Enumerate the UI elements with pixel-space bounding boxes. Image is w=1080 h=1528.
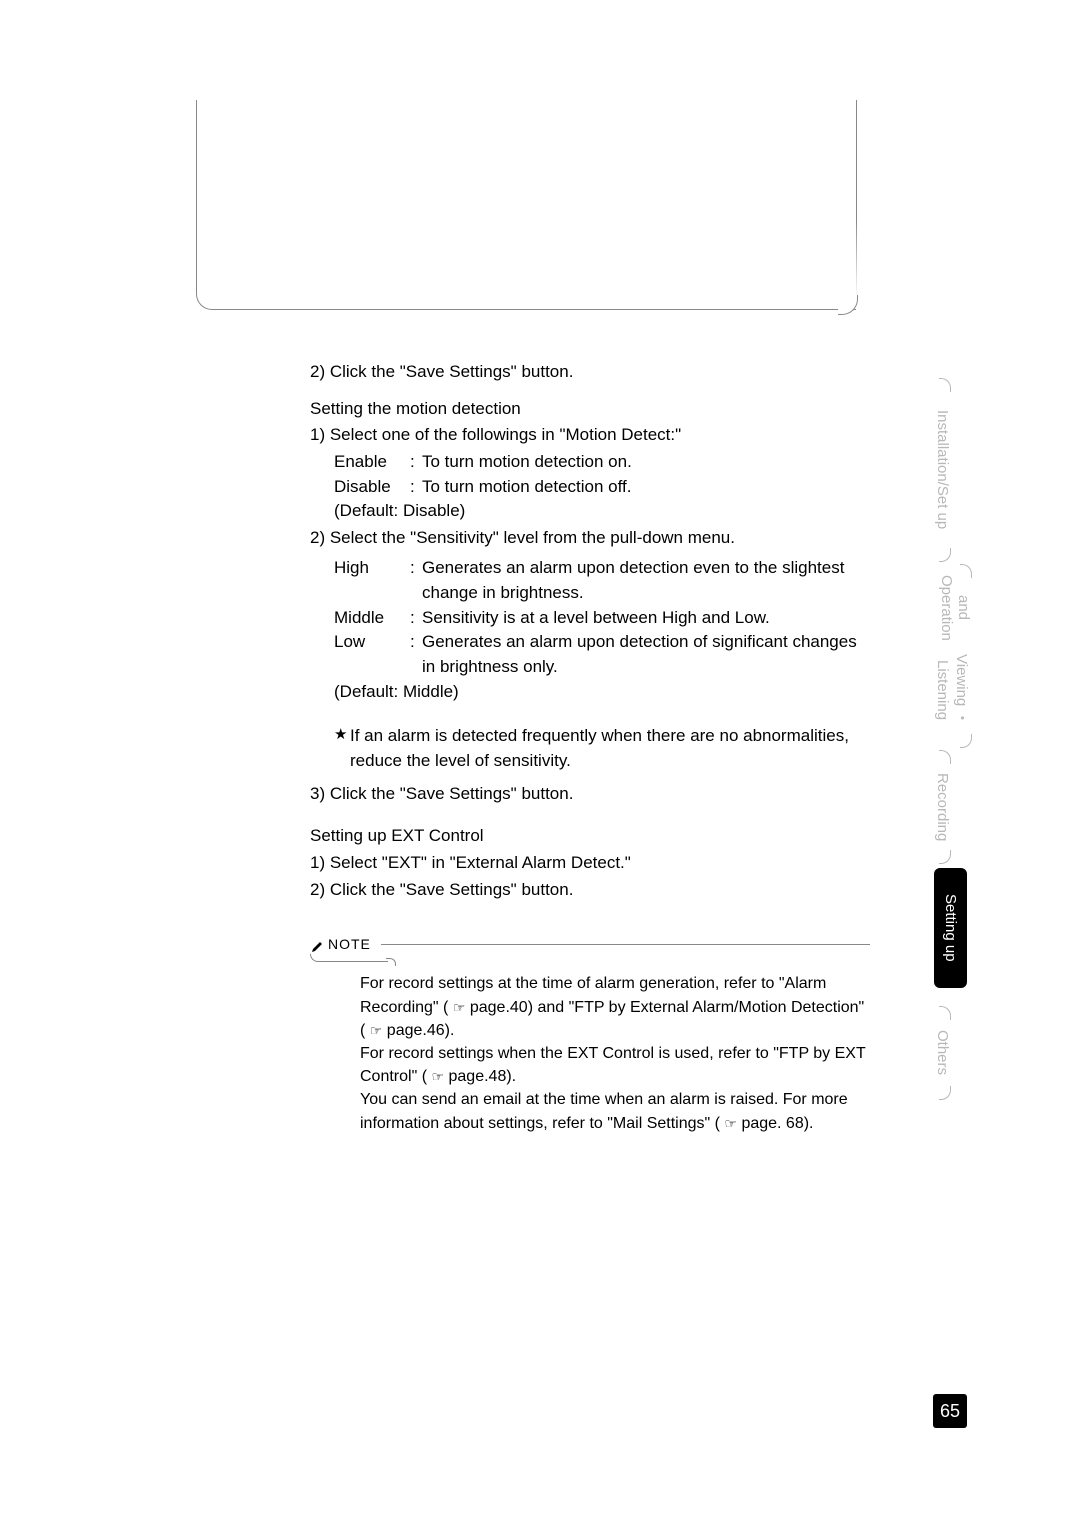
term-disable: Disable: [334, 475, 410, 500]
note-bracket-right: [386, 958, 396, 966]
body-high: Generates an alarm upon detection even t…: [422, 556, 870, 605]
note-divider: [381, 944, 870, 945]
heading-ext-control: Setting up EXT Control: [310, 824, 870, 849]
motion-step2: 2) Select the "Sensitivity" level from t…: [310, 526, 870, 551]
note-label: NOTE: [328, 934, 371, 954]
page-frame-right: [856, 100, 857, 300]
body-enable: To turn motion detection on.: [422, 450, 870, 475]
reference-icon: ☞: [431, 1069, 444, 1085]
page-frame-top: [196, 100, 856, 310]
default-disable: (Default: Disable): [310, 499, 870, 524]
ext-step1: 1) Select "EXT" in "External Alarm Detec…: [310, 851, 870, 876]
sensitivity-tip: If an alarm is detected frequently when …: [350, 724, 870, 773]
note-block: NOTE For record settings at the time of …: [310, 934, 870, 1135]
note-ref2: page.46).: [387, 1022, 455, 1039]
tab-viewing-label-1: Viewing ・ Listening: [934, 642, 972, 738]
motion-step3: 3) Click the "Save Settings" button.: [310, 782, 870, 807]
reference-icon: ☞: [453, 999, 466, 1015]
term-enable: Enable: [334, 450, 410, 475]
default-middle: (Default: Middle): [310, 680, 870, 705]
pencil-icon: [310, 937, 324, 951]
tab-viewing-label-2: and Operation: [934, 574, 972, 642]
tab-viewing[interactable]: and Operation Viewing ・ Listening: [934, 566, 972, 746]
body-disable: To turn motion detection off.: [422, 475, 870, 500]
instruction-save-top: 2) Click the "Save Settings" button.: [310, 360, 870, 385]
term-low: Low: [334, 630, 410, 679]
side-tabs: Installation/Set up and Operation Viewin…: [934, 380, 974, 1104]
page-frame-corner: [838, 295, 858, 315]
main-content: 2) Click the "Save Settings" button. Set…: [310, 360, 870, 1135]
page-number: 65: [933, 1394, 967, 1428]
tab-setting-up[interactable]: Setting up: [934, 868, 967, 988]
heading-motion-detection: Setting the motion detection: [310, 397, 870, 422]
note-ref4: page. 68).: [741, 1115, 813, 1132]
colon: :: [410, 606, 422, 631]
tab-installation[interactable]: Installation/Set up: [934, 380, 951, 560]
motion-step1: 1) Select one of the followings in "Moti…: [310, 423, 870, 448]
ext-step2: 2) Click the "Save Settings" button.: [310, 878, 870, 903]
reference-icon: ☞: [724, 1115, 737, 1131]
note-text: For record settings at the time of alarm…: [310, 954, 870, 1134]
tab-recording-label: Recording: [934, 773, 951, 841]
note-ref3: page.48).: [449, 1068, 517, 1085]
tab-others-label: Others: [934, 1030, 951, 1075]
colon: :: [410, 475, 422, 500]
reference-icon: ☞: [370, 1022, 383, 1038]
term-high: High: [334, 556, 410, 605]
body-low: Generates an alarm upon detection of sig…: [422, 630, 870, 679]
term-middle: Middle: [334, 606, 410, 631]
tab-installation-label: Installation/Set up: [934, 410, 951, 529]
colon: :: [410, 556, 422, 605]
colon: :: [410, 450, 422, 475]
colon: :: [410, 630, 422, 679]
tab-setting-up-label: Setting up: [942, 894, 959, 962]
star-icon: ★: [334, 724, 350, 773]
note-bracket-left: [310, 954, 388, 962]
body-middle: Sensitivity is at a level between High a…: [422, 606, 870, 631]
tab-recording[interactable]: Recording: [934, 752, 951, 862]
tab-others[interactable]: Others: [934, 1008, 951, 1098]
